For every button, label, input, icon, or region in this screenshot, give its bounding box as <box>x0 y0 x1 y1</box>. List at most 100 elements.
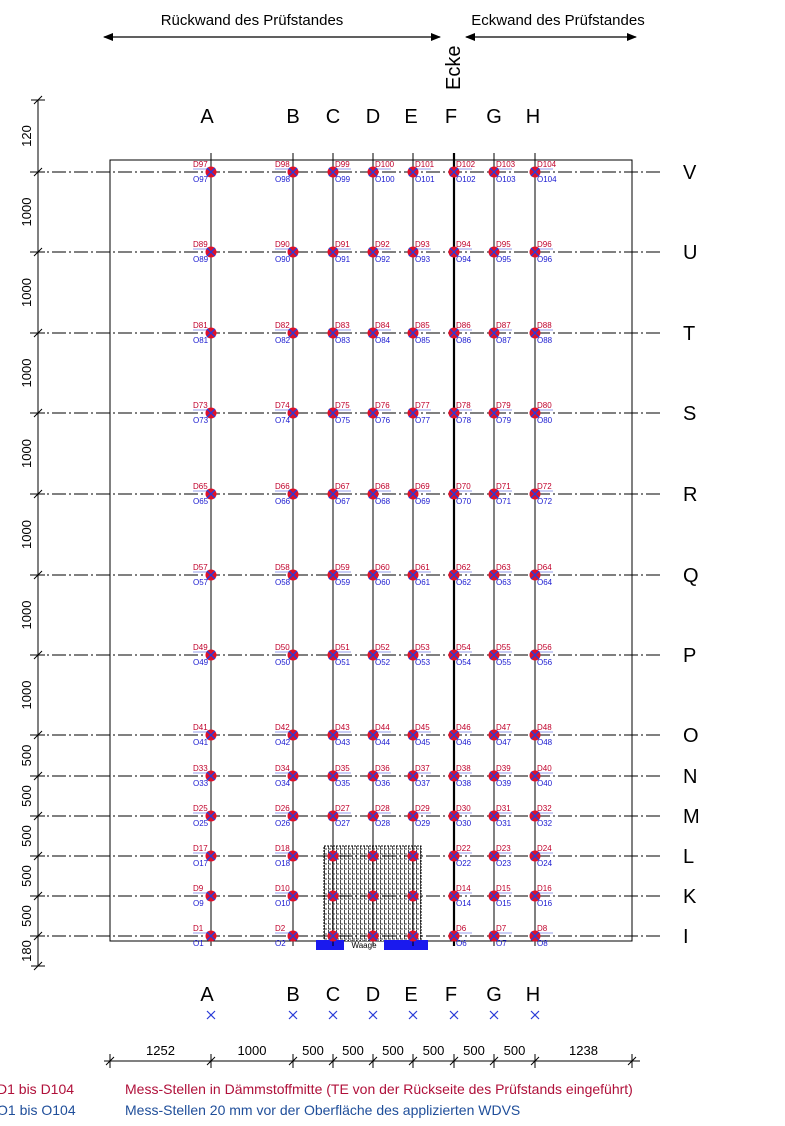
sensor-label-d30: D30 <box>456 804 471 813</box>
sensor-point-102: D102 O102 <box>448 160 476 184</box>
left-dimension-slash <box>33 891 43 901</box>
bottom-cross-F <box>449 1010 459 1020</box>
left-dimension-text: 1000 <box>19 681 34 710</box>
sensor-label-o104: O104 <box>537 175 557 184</box>
sensor-point-18: D18 O18 <box>275 844 299 868</box>
sensor-point-54: D54 O54 <box>448 643 472 667</box>
sensor-label-d87: D87 <box>496 321 511 330</box>
sensor-label-d65: D65 <box>193 482 208 491</box>
sensor-label-d56: D56 <box>537 643 552 652</box>
sensor-label-d50: D50 <box>275 643 290 652</box>
bottom-dimension-text: 500 <box>302 1043 324 1058</box>
bottom-dimension-slash <box>530 1056 540 1066</box>
row-label-K: K <box>683 886 697 908</box>
left-dimension-text: 1000 <box>19 439 34 468</box>
sensor-point-11 <box>327 890 339 902</box>
sensor-label-o63: O63 <box>496 578 512 587</box>
sensor-label-d76: D76 <box>375 401 390 410</box>
column-label-top-B: B <box>286 106 299 128</box>
sensor-point-101: D101 O101 <box>407 160 435 184</box>
sensor-label-o67: O67 <box>335 497 351 506</box>
sensor-label-o40: O40 <box>537 779 553 788</box>
sensor-point-4 <box>367 930 379 942</box>
bottom-dimension-text: 500 <box>504 1043 526 1058</box>
sensor-label-o65: O65 <box>193 497 209 506</box>
sensor-point-44: D44 O44 <box>367 723 391 747</box>
sensor-point-32: D32 O32 <box>529 804 553 828</box>
sensor-label-d17: D17 <box>193 844 208 853</box>
sensor-point-48: D48 O48 <box>529 723 553 747</box>
sensor-label-o8: O8 <box>537 939 548 948</box>
sensor-label-o55: O55 <box>496 658 512 667</box>
bottom-dimension-slash <box>288 1056 298 1066</box>
sensor-label-d33: D33 <box>193 764 208 773</box>
row-label-O: O <box>683 725 699 747</box>
sensor-point-97: D97 O97 <box>193 160 217 184</box>
sensor-label-d61: D61 <box>415 563 430 572</box>
sensor-point-66: D66 O66 <box>275 482 299 506</box>
sensor-label-d99: D99 <box>335 160 350 169</box>
sensor-label-o81: O81 <box>193 336 209 345</box>
column-label-bottom-D: D <box>366 984 380 1006</box>
sensor-label-d88: D88 <box>537 321 552 330</box>
bottom-dimension-text: 1252 <box>146 1043 175 1058</box>
sensor-label-d48: D48 <box>537 723 552 732</box>
sensor-label-o44: O44 <box>375 738 391 747</box>
sensor-label-o79: O79 <box>496 416 512 425</box>
corner-wall-label: Eckwand des Prüfstandes <box>471 12 644 29</box>
column-label-bottom-G: G <box>486 984 502 1006</box>
bottom-dimension-text: 1238 <box>569 1043 598 1058</box>
sensor-point-20 <box>367 850 379 862</box>
sensor-point-52: D52 O52 <box>367 643 391 667</box>
bottom-cross-D <box>368 1010 378 1020</box>
row-label-M: M <box>683 806 700 828</box>
sensor-point-13 <box>407 890 419 902</box>
sensor-label-d70: D70 <box>456 482 471 491</box>
bottom-dimension-text: 1000 <box>238 1043 267 1058</box>
left-dimension-text: 500 <box>19 905 34 927</box>
base-block-left <box>316 940 344 950</box>
sensor-point-64: D64 O64 <box>529 563 553 587</box>
sensor-point-36: D36 O36 <box>367 764 391 788</box>
sensor-point-76: D76 O76 <box>367 401 391 425</box>
sensor-label-o82: O82 <box>275 336 291 345</box>
sensor-label-d9: D9 <box>193 884 204 893</box>
sensor-label-o66: O66 <box>275 497 291 506</box>
sensor-point-81: D81 O81 <box>193 321 217 345</box>
sensor-point-68: D68 O68 <box>367 482 391 506</box>
bottom-dimension-text: 500 <box>382 1043 404 1058</box>
sensor-label-d55: D55 <box>496 643 511 652</box>
sensor-label-d54: D54 <box>456 643 471 652</box>
sensor-label-d104: D104 <box>537 160 557 169</box>
sensor-label-o99: O99 <box>335 175 351 184</box>
corner-label: Ecke <box>443 46 465 90</box>
sensor-label-o2: O2 <box>275 939 286 948</box>
sensor-label-o92: O92 <box>375 255 391 264</box>
sensor-label-d44: D44 <box>375 723 390 732</box>
sensor-label-o39: O39 <box>496 779 512 788</box>
sensor-label-d36: D36 <box>375 764 390 773</box>
sensor-point-46: D46 O46 <box>448 723 472 747</box>
sensor-label-d103: D103 <box>496 160 516 169</box>
sensor-label-d83: D83 <box>335 321 350 330</box>
sensor-label-o32: O32 <box>537 819 553 828</box>
sensor-point-26: D26 O26 <box>275 804 299 828</box>
sensor-label-d28: D28 <box>375 804 390 813</box>
sensor-label-d63: D63 <box>496 563 511 572</box>
legend-d-text: Mess-Stellen in Dämmstoffmitte (TE von d… <box>125 1081 633 1097</box>
sensor-label-o17: O17 <box>193 859 209 868</box>
bottom-cross-E <box>408 1010 418 1020</box>
sensor-point-61: D61 O61 <box>407 563 431 587</box>
sensor-label-d93: D93 <box>415 240 430 249</box>
sensor-label-o46: O46 <box>456 738 472 747</box>
sensor-point-83: D83 O83 <box>327 321 351 345</box>
sensor-label-o83: O83 <box>335 336 351 345</box>
left-dimension-slash <box>33 328 43 338</box>
sensor-point-85: D85 O85 <box>407 321 431 345</box>
column-label-bottom-H: H <box>526 984 540 1006</box>
sensor-point-39: D39 O39 <box>488 764 512 788</box>
sensor-point-22: D22 O22 <box>448 844 472 868</box>
sensor-label-d78: D78 <box>456 401 471 410</box>
sensor-label-o71: O71 <box>496 497 512 506</box>
